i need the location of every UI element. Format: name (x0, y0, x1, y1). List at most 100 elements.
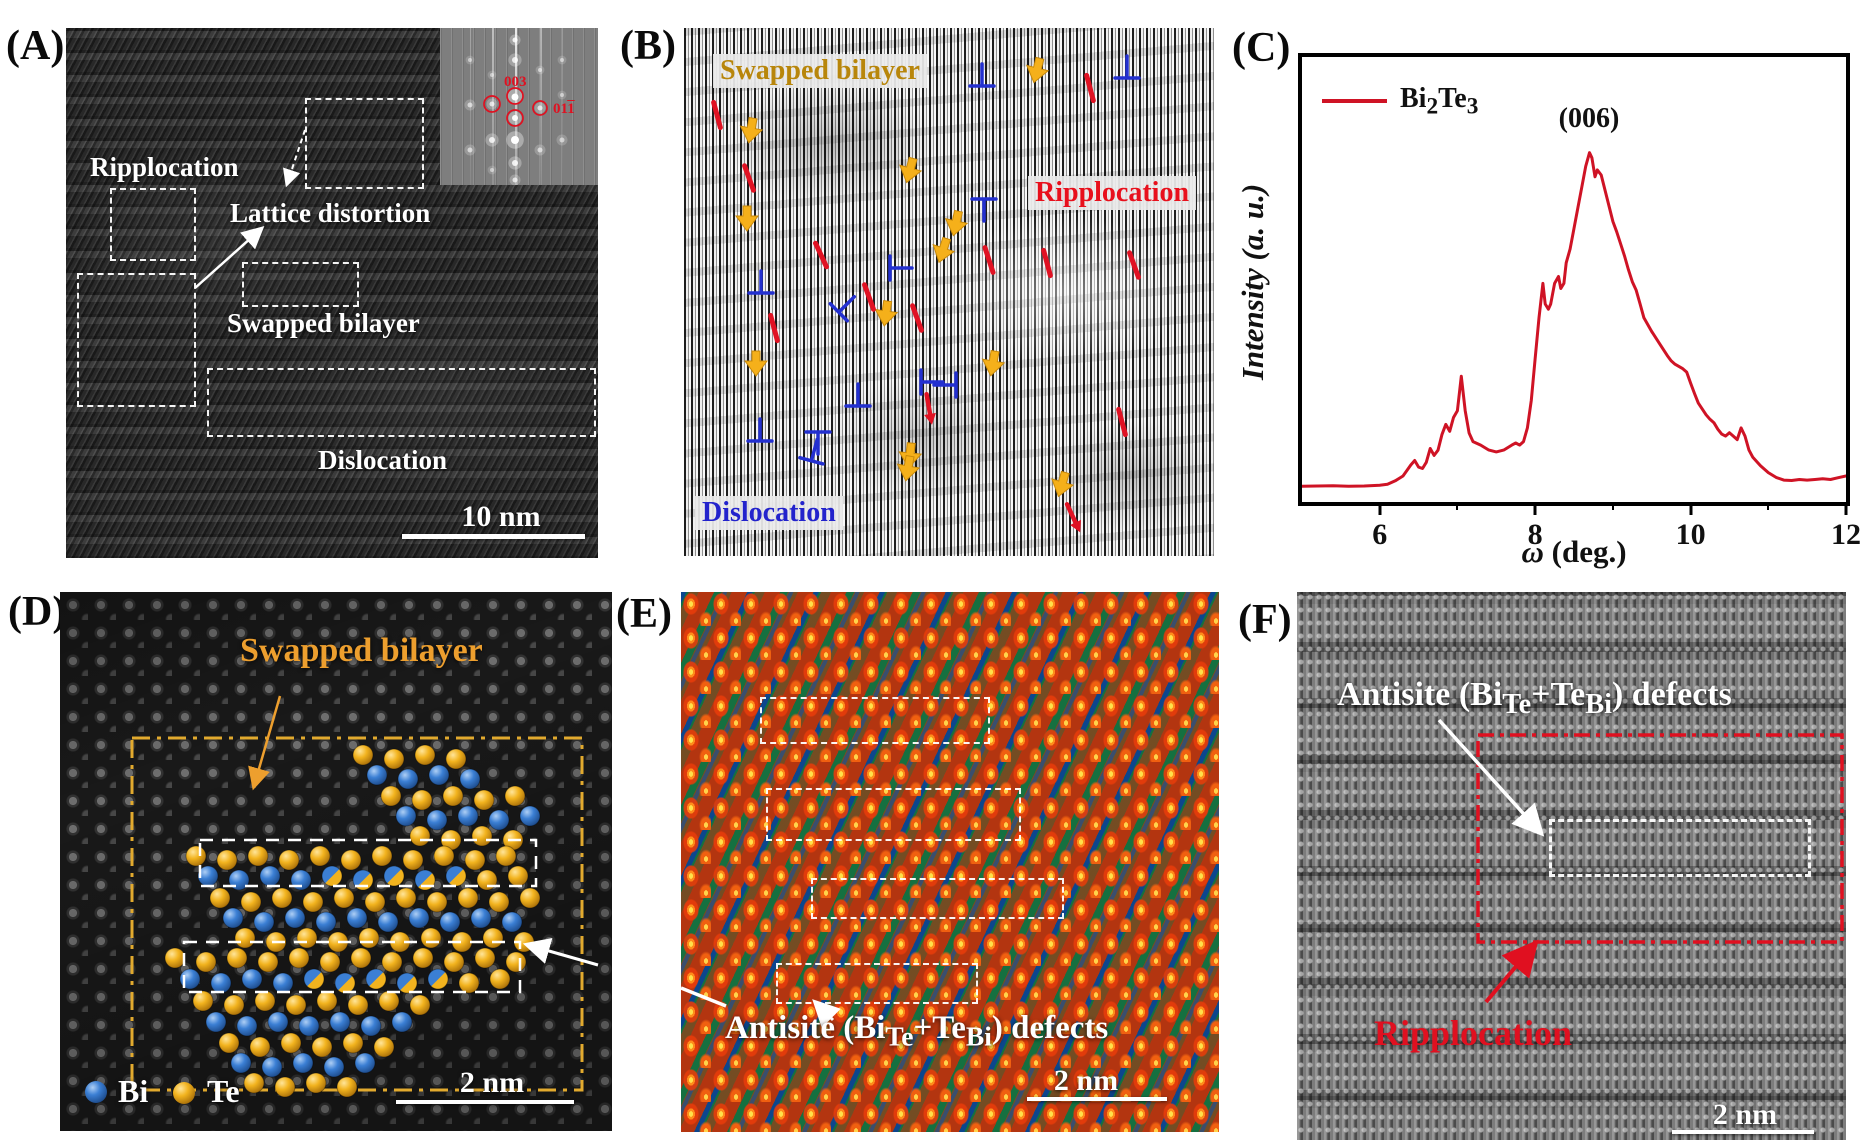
te-atom (412, 947, 434, 969)
panel-d-stem-image: Swapped bilayer Bi Te 2 nm (60, 592, 612, 1131)
x-tick-major (1533, 502, 1537, 515)
antisite-atom (334, 972, 356, 994)
panel-e-false-colour-image: Antisite (BiTe+TeBi) defects 2 nm (681, 592, 1219, 1132)
ripplocation-mark (862, 282, 876, 312)
left-defect-box (77, 273, 196, 407)
scalebar-e (1027, 1097, 1167, 1101)
peak-006-label: (006) (1558, 103, 1620, 134)
te-atom (488, 891, 510, 913)
lattice-distortion-arrow-solid (194, 226, 265, 289)
antisite-arrow-e (812, 999, 841, 1028)
panel-c-rocking-curve-plot: Bi2Te3 (006) (1298, 53, 1850, 506)
bi-atom (210, 972, 232, 994)
scalebar-text-a: 10 nm (461, 500, 541, 533)
ripplocation-box (110, 188, 196, 261)
te-atom (489, 968, 511, 990)
x-tick-label: 8 (1527, 518, 1543, 551)
te-atom (364, 891, 386, 913)
te-atom (305, 1072, 327, 1094)
fft-spot (560, 93, 564, 97)
fft-spot (489, 137, 495, 143)
bi-atom (323, 1056, 345, 1078)
fft-spot (467, 102, 473, 108)
antisite-box-1 (760, 697, 990, 744)
scalebar-text-e: 2 nm (1053, 1064, 1119, 1097)
swapped-bilayer-arrow-marker (1051, 470, 1075, 498)
swapped-bilayer-arrow-marker (744, 350, 768, 377)
swapped-bilayer-arrow-marker (739, 116, 764, 144)
fft-spot (511, 136, 519, 144)
bi-atom (236, 1015, 258, 1037)
te-atom (249, 1036, 271, 1058)
te-atom (495, 845, 517, 867)
bi-atom (519, 805, 541, 827)
ripplocation-markers (711, 72, 1141, 533)
te-atom (254, 990, 276, 1012)
panel-label-c: (C) (1232, 25, 1291, 71)
te-atom (271, 887, 293, 909)
bi-atom (488, 809, 510, 831)
te-atom (507, 865, 529, 887)
dislocation-label-a: Dislocation (318, 445, 448, 475)
swapped-bilayer-arrow-marker (898, 442, 923, 469)
ripplocation-mark (1041, 247, 1053, 279)
te-atom (288, 947, 310, 969)
fft-marked-reflection (506, 87, 524, 105)
swapped-bilayer-arrow-marker (874, 299, 899, 327)
te-atom (234, 927, 256, 949)
te-atom (433, 845, 455, 867)
bi-atom (426, 809, 448, 831)
dislocation-tee-marker (968, 62, 996, 88)
te-atom (333, 887, 355, 909)
bi-atom (377, 911, 399, 933)
dislocation-tee-marker (747, 269, 775, 295)
te-atom (240, 891, 262, 913)
ripplocation-mark (924, 391, 936, 425)
fft-label-003: 003 (504, 74, 527, 90)
scalebar-d (396, 1100, 574, 1104)
te-atom (474, 947, 496, 969)
fft-spot (512, 57, 518, 63)
te-atom (350, 947, 372, 969)
x-tick-label: 10 (1675, 518, 1706, 551)
te-atom (464, 849, 486, 871)
bi-atom (346, 907, 368, 929)
x-tick-major (1378, 502, 1382, 515)
te-atom (257, 951, 279, 973)
fft-spot (467, 147, 473, 153)
lattice-distortion-box (305, 98, 424, 189)
fft-spot (537, 147, 543, 153)
dislocation-tee-marker (970, 197, 998, 223)
x-axis-label: ω (deg.) (1521, 534, 1627, 569)
ripplocation-mark (1084, 72, 1096, 104)
fft-spot (511, 93, 519, 101)
atom-overlay (164, 744, 541, 1098)
swapped-bilayer-arrow-marker (735, 205, 759, 232)
scalebar-text-d: 2 nm (459, 1066, 525, 1099)
te-atom (505, 951, 527, 973)
antisite-box-3 (811, 878, 1064, 919)
te-atom (352, 744, 374, 766)
fft-inset: 003 011 (440, 28, 598, 185)
fft-marked-reflection (483, 95, 501, 113)
panel-b-markers-svg (711, 54, 1141, 533)
antisite-label-e: Antisite (BiTe+TeBi) defects (725, 1010, 1109, 1052)
te-atom (309, 845, 331, 867)
dislocation-tee-marker (844, 382, 872, 408)
swapped-bilayer-region-box (130, 736, 584, 1092)
te-atom (473, 789, 495, 811)
scalebar-f (1672, 1130, 1814, 1134)
bi-atom (354, 1052, 376, 1074)
te-atom (504, 785, 526, 807)
dislocation-tee-marker (828, 294, 857, 323)
dislocation-markers (746, 54, 1141, 466)
panel-a-hrtem-image: Ripplocation Lattice distortion Swapped … (66, 28, 598, 558)
dislocation-tee-marker (1113, 54, 1141, 80)
bi-atom (439, 911, 461, 933)
swapped-bilayer-markers (735, 56, 1075, 498)
bi-atom (298, 1015, 320, 1037)
ripplocation-label-f: Ripplocation (1374, 1013, 1573, 1053)
panel-label-e: (E) (616, 591, 672, 637)
bi-atom (329, 1011, 351, 1033)
panel-d-overlay-svg (85, 695, 599, 1104)
